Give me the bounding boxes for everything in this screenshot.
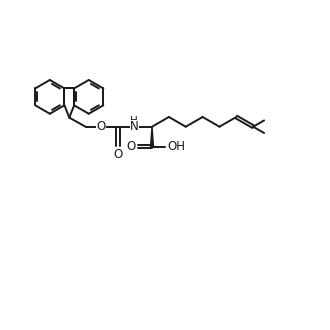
Text: N: N xyxy=(130,120,139,133)
Text: O: O xyxy=(96,120,106,133)
Text: OH: OH xyxy=(167,140,185,153)
Text: H: H xyxy=(130,116,138,126)
Polygon shape xyxy=(150,127,153,147)
Text: O: O xyxy=(127,140,136,153)
Text: O: O xyxy=(113,148,122,161)
